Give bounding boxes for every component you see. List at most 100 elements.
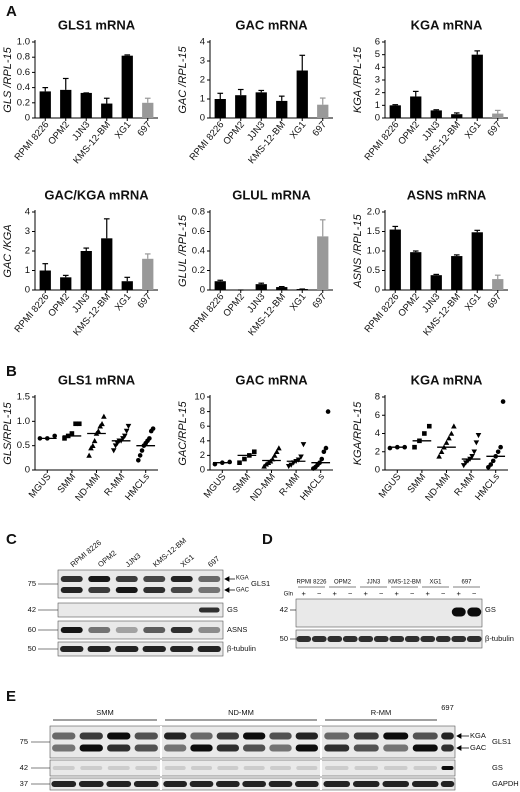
- x-tick-label: OPM2: [46, 119, 72, 147]
- band: [198, 607, 220, 613]
- lane-label: KMS-12-BM: [388, 580, 421, 586]
- bar: [471, 54, 483, 118]
- y-tick-label: 0.5: [367, 265, 380, 276]
- y-axis-label: GAC/RPL-15: [177, 401, 189, 466]
- bar: [389, 105, 401, 118]
- error-bar: [392, 104, 399, 106]
- lane-label: XG1: [179, 553, 196, 570]
- band: [411, 781, 439, 787]
- x-tick-label: OPM2: [396, 119, 422, 147]
- x-tick-label: RPMI 8226: [362, 291, 401, 334]
- blot: [57, 602, 224, 618]
- chart-title: GLUL mRNA: [232, 187, 311, 202]
- band: [217, 766, 239, 770]
- chart-title: GLS1 mRNA: [58, 17, 136, 32]
- band: [190, 744, 213, 752]
- point: [325, 409, 331, 414]
- band: [106, 781, 132, 787]
- bar: [317, 236, 329, 290]
- point: [52, 433, 57, 439]
- band: [466, 636, 482, 642]
- band-label: GAC: [470, 743, 487, 752]
- point: [490, 458, 496, 464]
- band: [163, 744, 187, 752]
- y-tick-label: 0.8: [17, 52, 30, 63]
- point: [227, 459, 232, 465]
- panel-label: A: [6, 3, 17, 20]
- divider: [320, 760, 322, 776]
- band: [342, 636, 358, 642]
- band: [51, 781, 77, 787]
- point: [387, 445, 393, 451]
- bar: [410, 252, 422, 290]
- panel-label: D: [262, 531, 273, 548]
- band: [80, 766, 103, 770]
- point: [412, 444, 417, 450]
- x-tick-label: XG1: [463, 119, 484, 141]
- gln-sign: −: [441, 589, 446, 598]
- y-tick-label: 0: [375, 285, 380, 296]
- band: [383, 732, 409, 740]
- band: [60, 646, 84, 652]
- point: [242, 456, 247, 462]
- point: [76, 421, 82, 427]
- band: [87, 646, 111, 652]
- lane-label: RPMI 8226: [296, 580, 327, 586]
- x-tick-label: MGUS: [202, 471, 229, 500]
- bar: [451, 114, 463, 118]
- x-tick-label: HMCLs: [298, 471, 327, 503]
- x-tick-label: SMM: [405, 471, 428, 495]
- bar: [276, 287, 288, 290]
- point: [323, 445, 329, 451]
- gln-sign: +: [302, 589, 307, 598]
- band: [52, 732, 76, 740]
- band: [353, 744, 379, 752]
- band: [115, 576, 138, 582]
- point: [460, 463, 467, 469]
- y-tick-label: 3: [200, 56, 205, 67]
- point: [90, 442, 96, 448]
- x-tick-label: SMM: [230, 471, 253, 495]
- mw-marker: 75: [20, 737, 28, 746]
- y-tick-label: 2.0: [367, 207, 380, 218]
- point: [123, 428, 130, 434]
- y-tick-label: 0.6: [192, 226, 205, 237]
- blot: [57, 569, 224, 599]
- point: [273, 448, 280, 455]
- band: [441, 766, 454, 770]
- lane-label: JJN3: [367, 580, 381, 586]
- arrow: [456, 733, 469, 739]
- x-tick-label: XG1: [463, 291, 484, 313]
- arrow: [224, 576, 235, 582]
- bar: [492, 113, 504, 118]
- band: [324, 766, 349, 770]
- band: [324, 744, 350, 752]
- point: [101, 413, 107, 419]
- band: [269, 766, 292, 770]
- mw-marker: 42: [28, 605, 36, 614]
- group-label: 697: [441, 703, 454, 712]
- group-label: R-MM: [371, 708, 391, 717]
- bar: [492, 279, 504, 290]
- error-bar: [103, 97, 110, 104]
- point: [62, 436, 67, 441]
- divider: [160, 760, 162, 776]
- band: [163, 781, 188, 787]
- gln-sign: +: [395, 589, 400, 598]
- band: [190, 766, 213, 770]
- bar: [60, 277, 72, 290]
- band: [133, 781, 159, 787]
- lane-label: OPM2: [334, 580, 352, 586]
- band: [216, 732, 240, 740]
- bar: [296, 70, 308, 118]
- band: [163, 732, 187, 740]
- gln-sign: +: [457, 589, 462, 598]
- band: [412, 744, 438, 752]
- band: [420, 636, 436, 642]
- point: [321, 449, 327, 455]
- gln-sign: −: [379, 589, 384, 598]
- gln-sign: −: [472, 589, 477, 598]
- band: [134, 744, 158, 752]
- band: [269, 732, 292, 740]
- x-tick-label: OPM2: [221, 291, 247, 319]
